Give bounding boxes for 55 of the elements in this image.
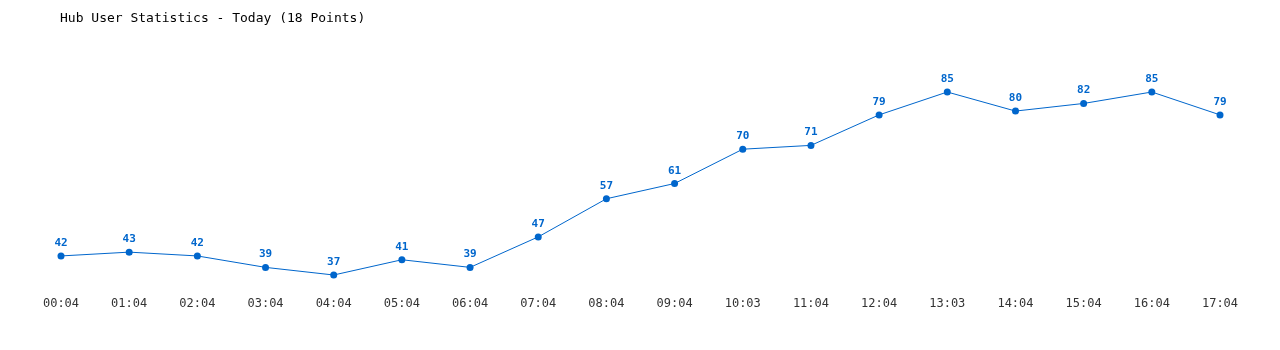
x-tick-label: 15:04 [1065, 296, 1102, 310]
data-label: 57 [599, 178, 614, 192]
x-tick-label: 00:04 [42, 296, 80, 310]
point [57, 252, 65, 260]
x-tick-label: 03:04 [247, 296, 284, 310]
data-label: 42 [190, 235, 204, 249]
data-label: 82 [1077, 83, 1091, 97]
data-label: 41 [395, 239, 409, 253]
data-label: 47 [531, 216, 545, 230]
point [1216, 111, 1224, 119]
point [193, 252, 201, 260]
x-tick-label: 07:04 [520, 296, 557, 310]
data-label: 85 [1145, 72, 1159, 85]
x-tick-label: 09:04 [656, 296, 693, 310]
point [807, 141, 815, 149]
data-label: 42 [54, 235, 68, 249]
data-label: 85 [940, 72, 954, 85]
x-tick-label: 06:04 [452, 296, 489, 310]
point [739, 145, 747, 153]
x-tick-label: 10:03 [724, 296, 761, 310]
point [602, 195, 610, 203]
point [398, 256, 406, 264]
point [330, 271, 338, 279]
point [466, 263, 474, 271]
x-tick-label: 14:04 [997, 296, 1034, 310]
data-label: 79 [872, 94, 886, 108]
data-label: 70 [736, 129, 750, 143]
x-tick-label: 08:04 [588, 296, 625, 310]
x-tick-label: 04:04 [315, 296, 352, 310]
point [1011, 107, 1019, 115]
x-tick-label: 02:04 [179, 296, 216, 310]
data-label: 37 [327, 255, 341, 268]
x-tick-label: 16:04 [1133, 296, 1170, 310]
point [534, 233, 542, 241]
data-label: 39 [463, 247, 477, 261]
data-label: 39 [258, 247, 273, 261]
data-label: 61 [667, 163, 682, 177]
x-tick-label: 01:04 [111, 296, 148, 310]
chart-title: Hub User Statistics - Today (18 Points) [60, 10, 366, 25]
point [671, 180, 679, 187]
x-tick-label: 13:03 [929, 296, 966, 310]
data-label: 71 [804, 125, 818, 139]
data-label: 43 [122, 232, 136, 246]
point [1148, 88, 1156, 96]
data-label: 79 [1213, 94, 1227, 108]
point [125, 248, 133, 256]
data-label: 80 [1008, 91, 1023, 105]
x-tick-label: 11:04 [792, 296, 829, 310]
x-tick-label: 05:04 [383, 296, 420, 310]
point [1080, 99, 1088, 107]
x-tick-label: 17:04 [1201, 296, 1239, 310]
point [943, 88, 951, 96]
x-tick-label: 12:04 [861, 296, 898, 310]
point [262, 263, 270, 271]
point [875, 111, 883, 119]
